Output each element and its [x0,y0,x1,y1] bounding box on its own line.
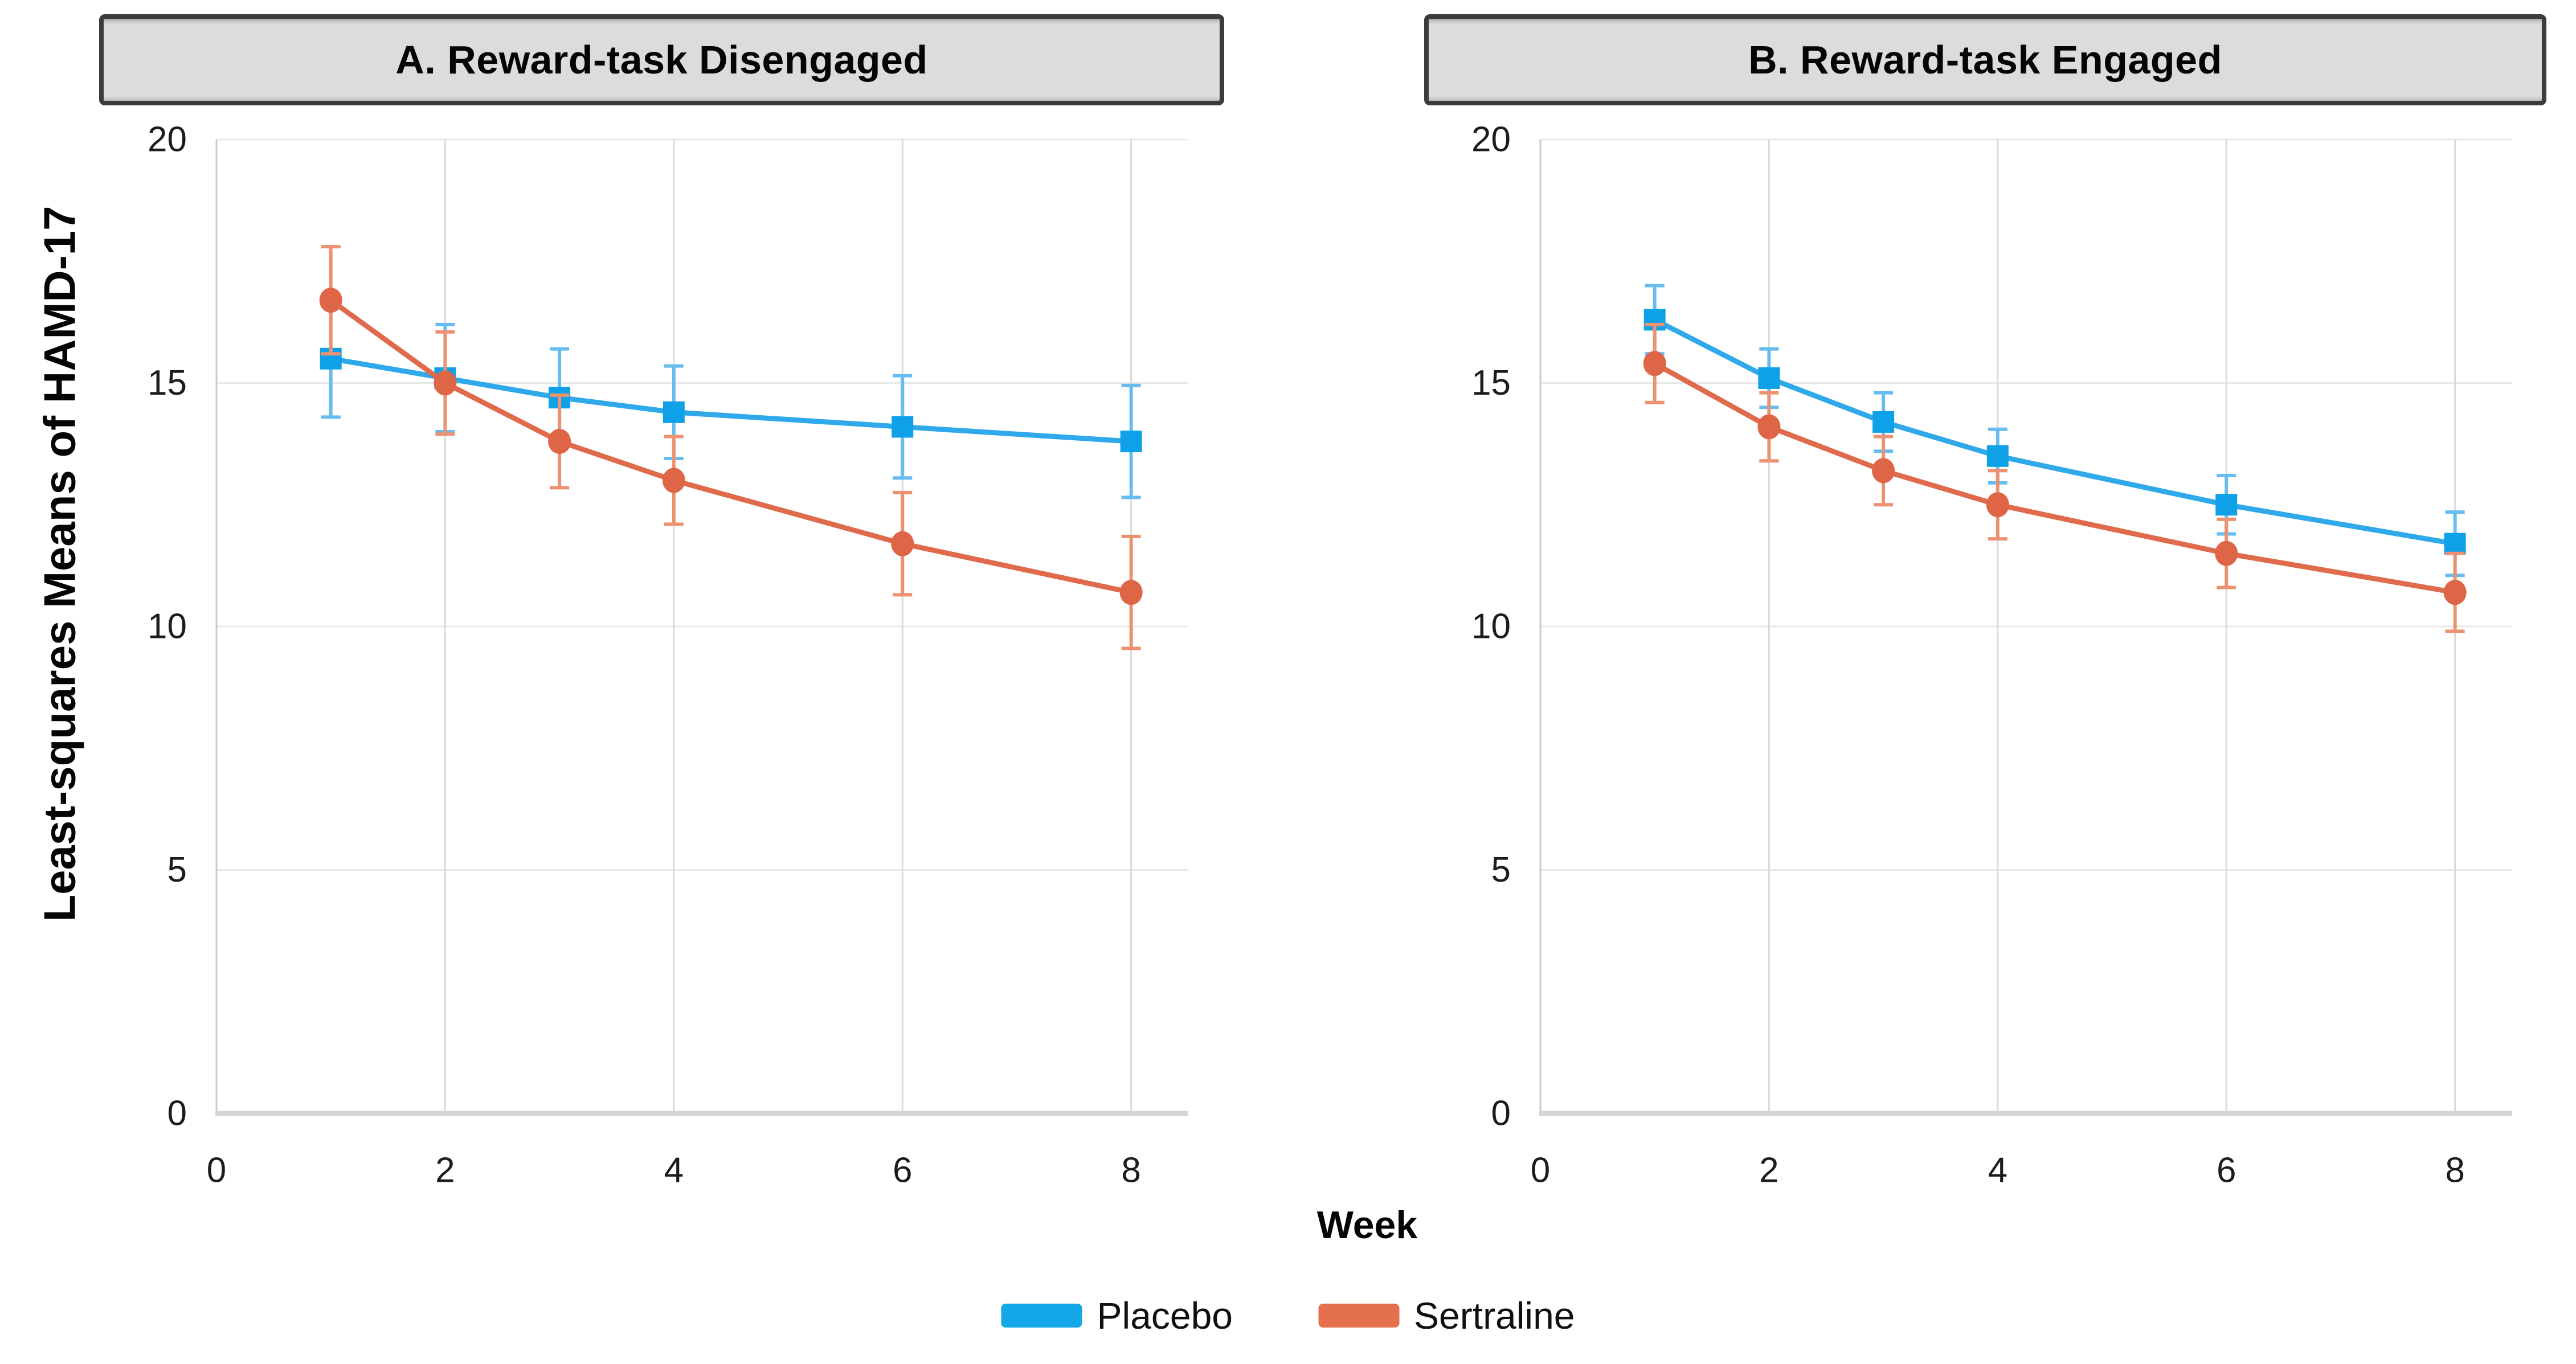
y-tick-label: 20 [148,120,187,159]
series-sertraline-marker [662,468,685,493]
x-tick-label: 0 [207,1151,226,1190]
series-placebo-marker [892,416,914,438]
series-placebo-marker [663,401,685,423]
y-tick-label: 10 [148,607,187,646]
x-tick-label: 4 [664,1151,684,1190]
series-sertraline-marker [434,370,457,396]
panel-b-chart: 0 5 10 15 20 0 2 4 6 8 [1471,120,2512,1190]
panel-b-title: B. Reward-task Engaged [1424,14,2546,105]
series-sertraline-line [328,297,1134,595]
series-sertraline-marker [2215,540,2238,566]
series-placebo-line [328,356,1134,444]
series-sertraline-marker [548,429,571,454]
sertraline-swatch [1318,1304,1400,1328]
x-tick-label: 2 [1759,1151,1778,1190]
y-tick-label: 20 [1471,120,1511,159]
y-tick-label: 0 [1491,1094,1511,1133]
x-tick-label: 6 [2217,1151,2236,1190]
y-tick-label: 5 [1491,850,1511,890]
series-sertraline-marker [1872,458,1895,484]
x-tick-label: 0 [1531,1151,1550,1190]
series-sertraline-marker [2443,580,2467,605]
series-placebo-marker [1986,445,2009,467]
placebo-legend-label: Placebo [1097,1295,1233,1337]
series-placebo-marker [1758,367,1780,389]
series-sertraline-marker [891,531,914,556]
sertraline-legend-label: Sertraline [1414,1295,1575,1337]
series-sertraline-line [1652,361,2458,595]
series-sertraline-marker [1986,492,2009,518]
legend-item-placebo: Placebo [1001,1294,1233,1337]
series-sertraline-marker [1643,351,1666,376]
series-sertraline-marker [1119,580,1143,605]
y-tick-label: 10 [1471,607,1511,646]
legend-item-sertraline: Sertraline [1318,1294,1575,1337]
series-sertraline-marker [319,288,342,313]
x-tick-label: 8 [1121,1151,1140,1190]
legend: Placebo Sertraline [1001,1294,1575,1337]
x-tick-label: 6 [893,1151,912,1190]
y-tick-label: 15 [148,363,187,403]
y-tick-label: 15 [1471,363,1511,403]
x-tick-label: 4 [1988,1151,2007,1190]
y-tick-label: 0 [167,1094,187,1133]
series-placebo-marker [2444,533,2466,555]
x-axis-title: Week [1316,1203,1418,1247]
panel-a-title: A. Reward-task Disengaged [99,14,1224,105]
x-tick-label: 8 [2445,1151,2464,1190]
series-placebo-line [1652,317,2458,547]
series-sertraline-marker [1757,414,1781,440]
panel-a-chart: 0 5 10 15 20 0 2 4 6 8 [148,120,1188,1190]
x-tick-label: 2 [435,1151,455,1190]
placebo-swatch [1001,1304,1082,1328]
series-placebo-marker [2215,494,2238,516]
series-placebo-marker [1120,431,1142,453]
y-tick-label: 5 [167,850,187,890]
series-placebo-marker [1872,411,1895,433]
